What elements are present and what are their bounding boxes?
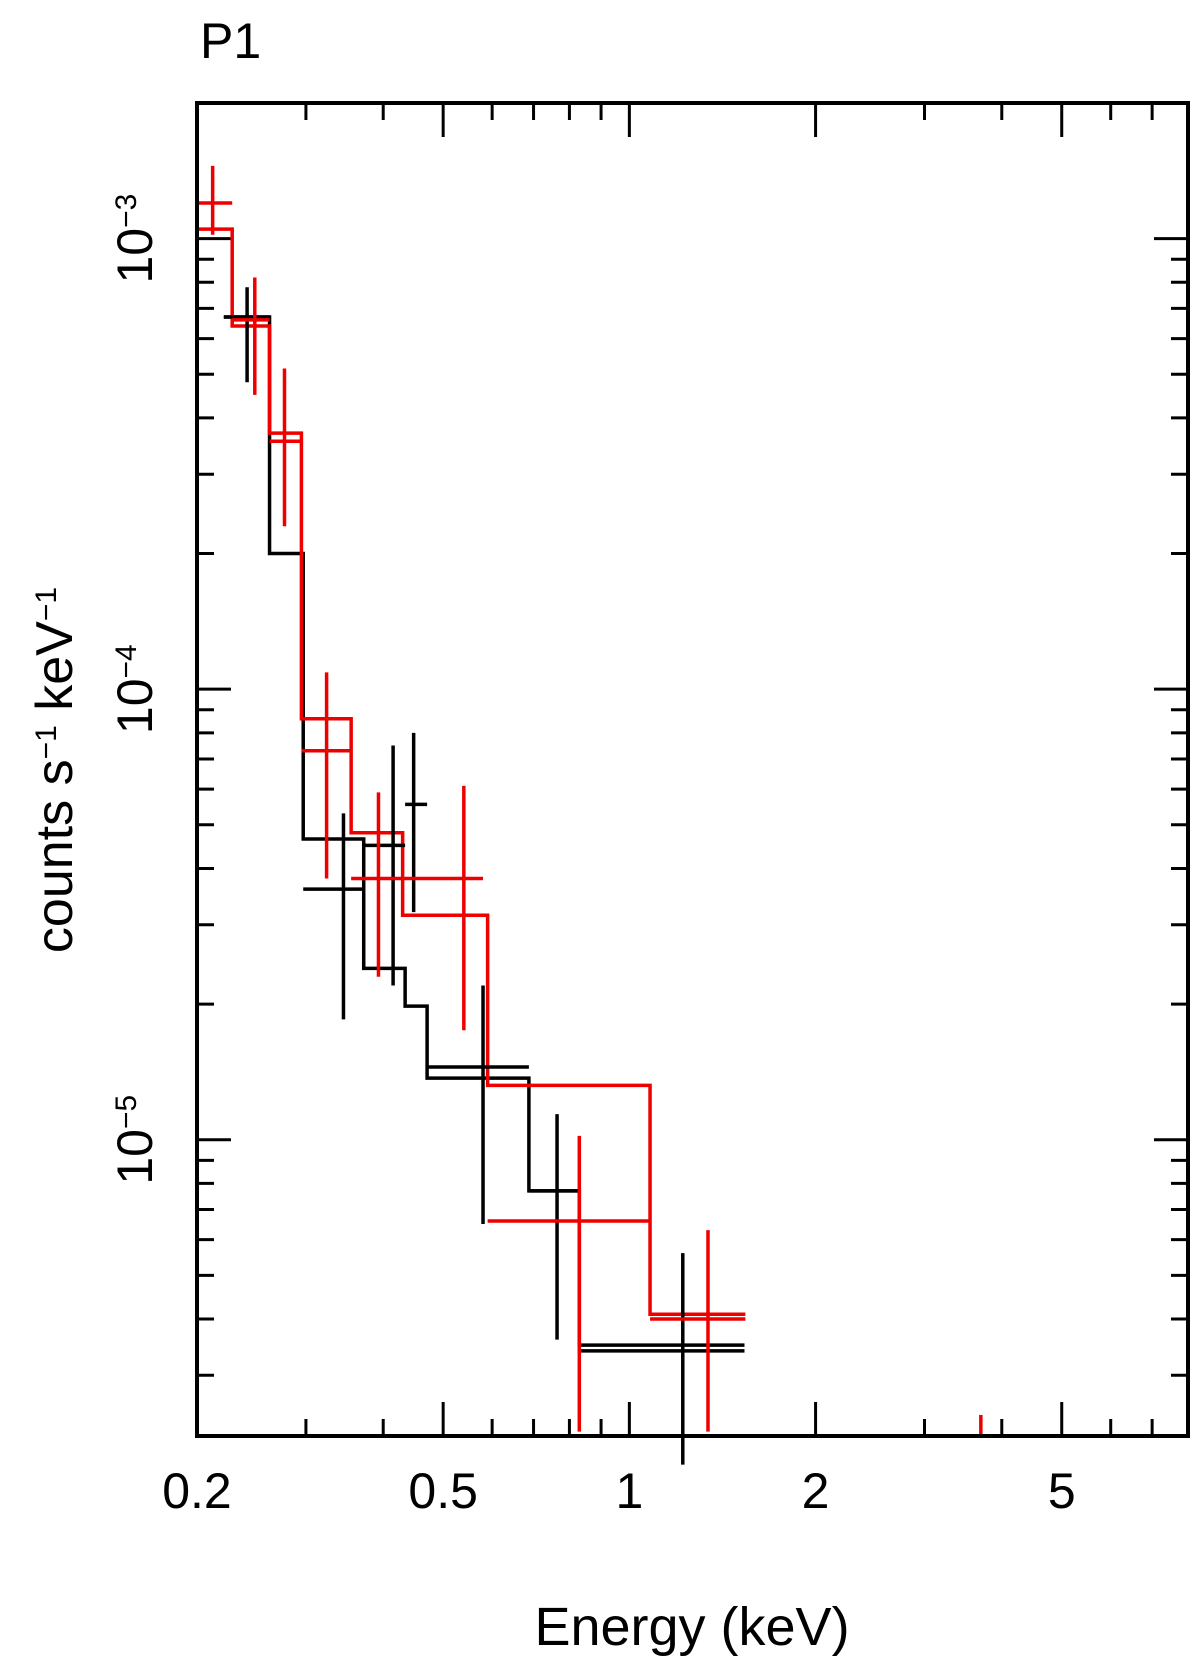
data-point-series-2 [650, 1230, 746, 1432]
data-point-series-1 [579, 1253, 745, 1465]
data-point-series-2 [269, 368, 302, 527]
x-tick-label: 2 [802, 1463, 830, 1519]
model-line-series-2 [197, 227, 746, 1316]
y-tick-label: 10−5 [107, 1095, 163, 1185]
y-label-base: counts s [26, 759, 84, 953]
data-point-series-1 [363, 745, 406, 986]
data-point-series-2 [351, 792, 403, 977]
y-tick-label-base: 10 [107, 678, 163, 734]
data-point-series-2 [301, 672, 352, 879]
x-axis-label: Energy (keV) [534, 1597, 849, 1657]
data-point-series-1 [427, 985, 529, 1225]
y-tick-label: 10−4 [107, 644, 163, 734]
y-tick-label-base: 10 [107, 228, 163, 284]
axes: 0.2 0.5 1 2 510−310−410−5 [107, 101, 1190, 1519]
plot-frame [195, 101, 1190, 1438]
x-tick-label: 0.5 [408, 1463, 478, 1519]
data-point-series-2 [197, 165, 233, 235]
data-points [197, 165, 983, 1465]
data-point-series-2 [232, 277, 270, 395]
x-tick-label: 5 [1048, 1463, 1076, 1519]
y-label-exp2: −1 [30, 587, 63, 621]
chart-title: P1 [200, 13, 261, 69]
data-point-series-1 [303, 813, 364, 1020]
y-tick-label-exp: −5 [110, 1095, 143, 1129]
data-point-series-1 [223, 287, 270, 383]
x-tick-label: 1 [615, 1463, 643, 1519]
model-lines [197, 227, 746, 1347]
data-point-series-2 [402, 785, 484, 1031]
data-point-series-1 [528, 1114, 580, 1340]
x-tick-label: 0.2 [162, 1463, 232, 1519]
data-point-series-2 [487, 1135, 651, 1432]
y-tick-label-exp: −3 [110, 194, 143, 228]
y-tick-label: 10−3 [107, 194, 163, 284]
y-axis-label: counts s−1 keV−1 [26, 587, 84, 953]
y-tick-label-base: 10 [107, 1129, 163, 1185]
y-label-mid: keV [26, 621, 84, 725]
y-label-exp1: −1 [30, 725, 63, 759]
data-point-series-1 [405, 732, 428, 913]
y-tick-label-exp: −4 [110, 644, 143, 678]
